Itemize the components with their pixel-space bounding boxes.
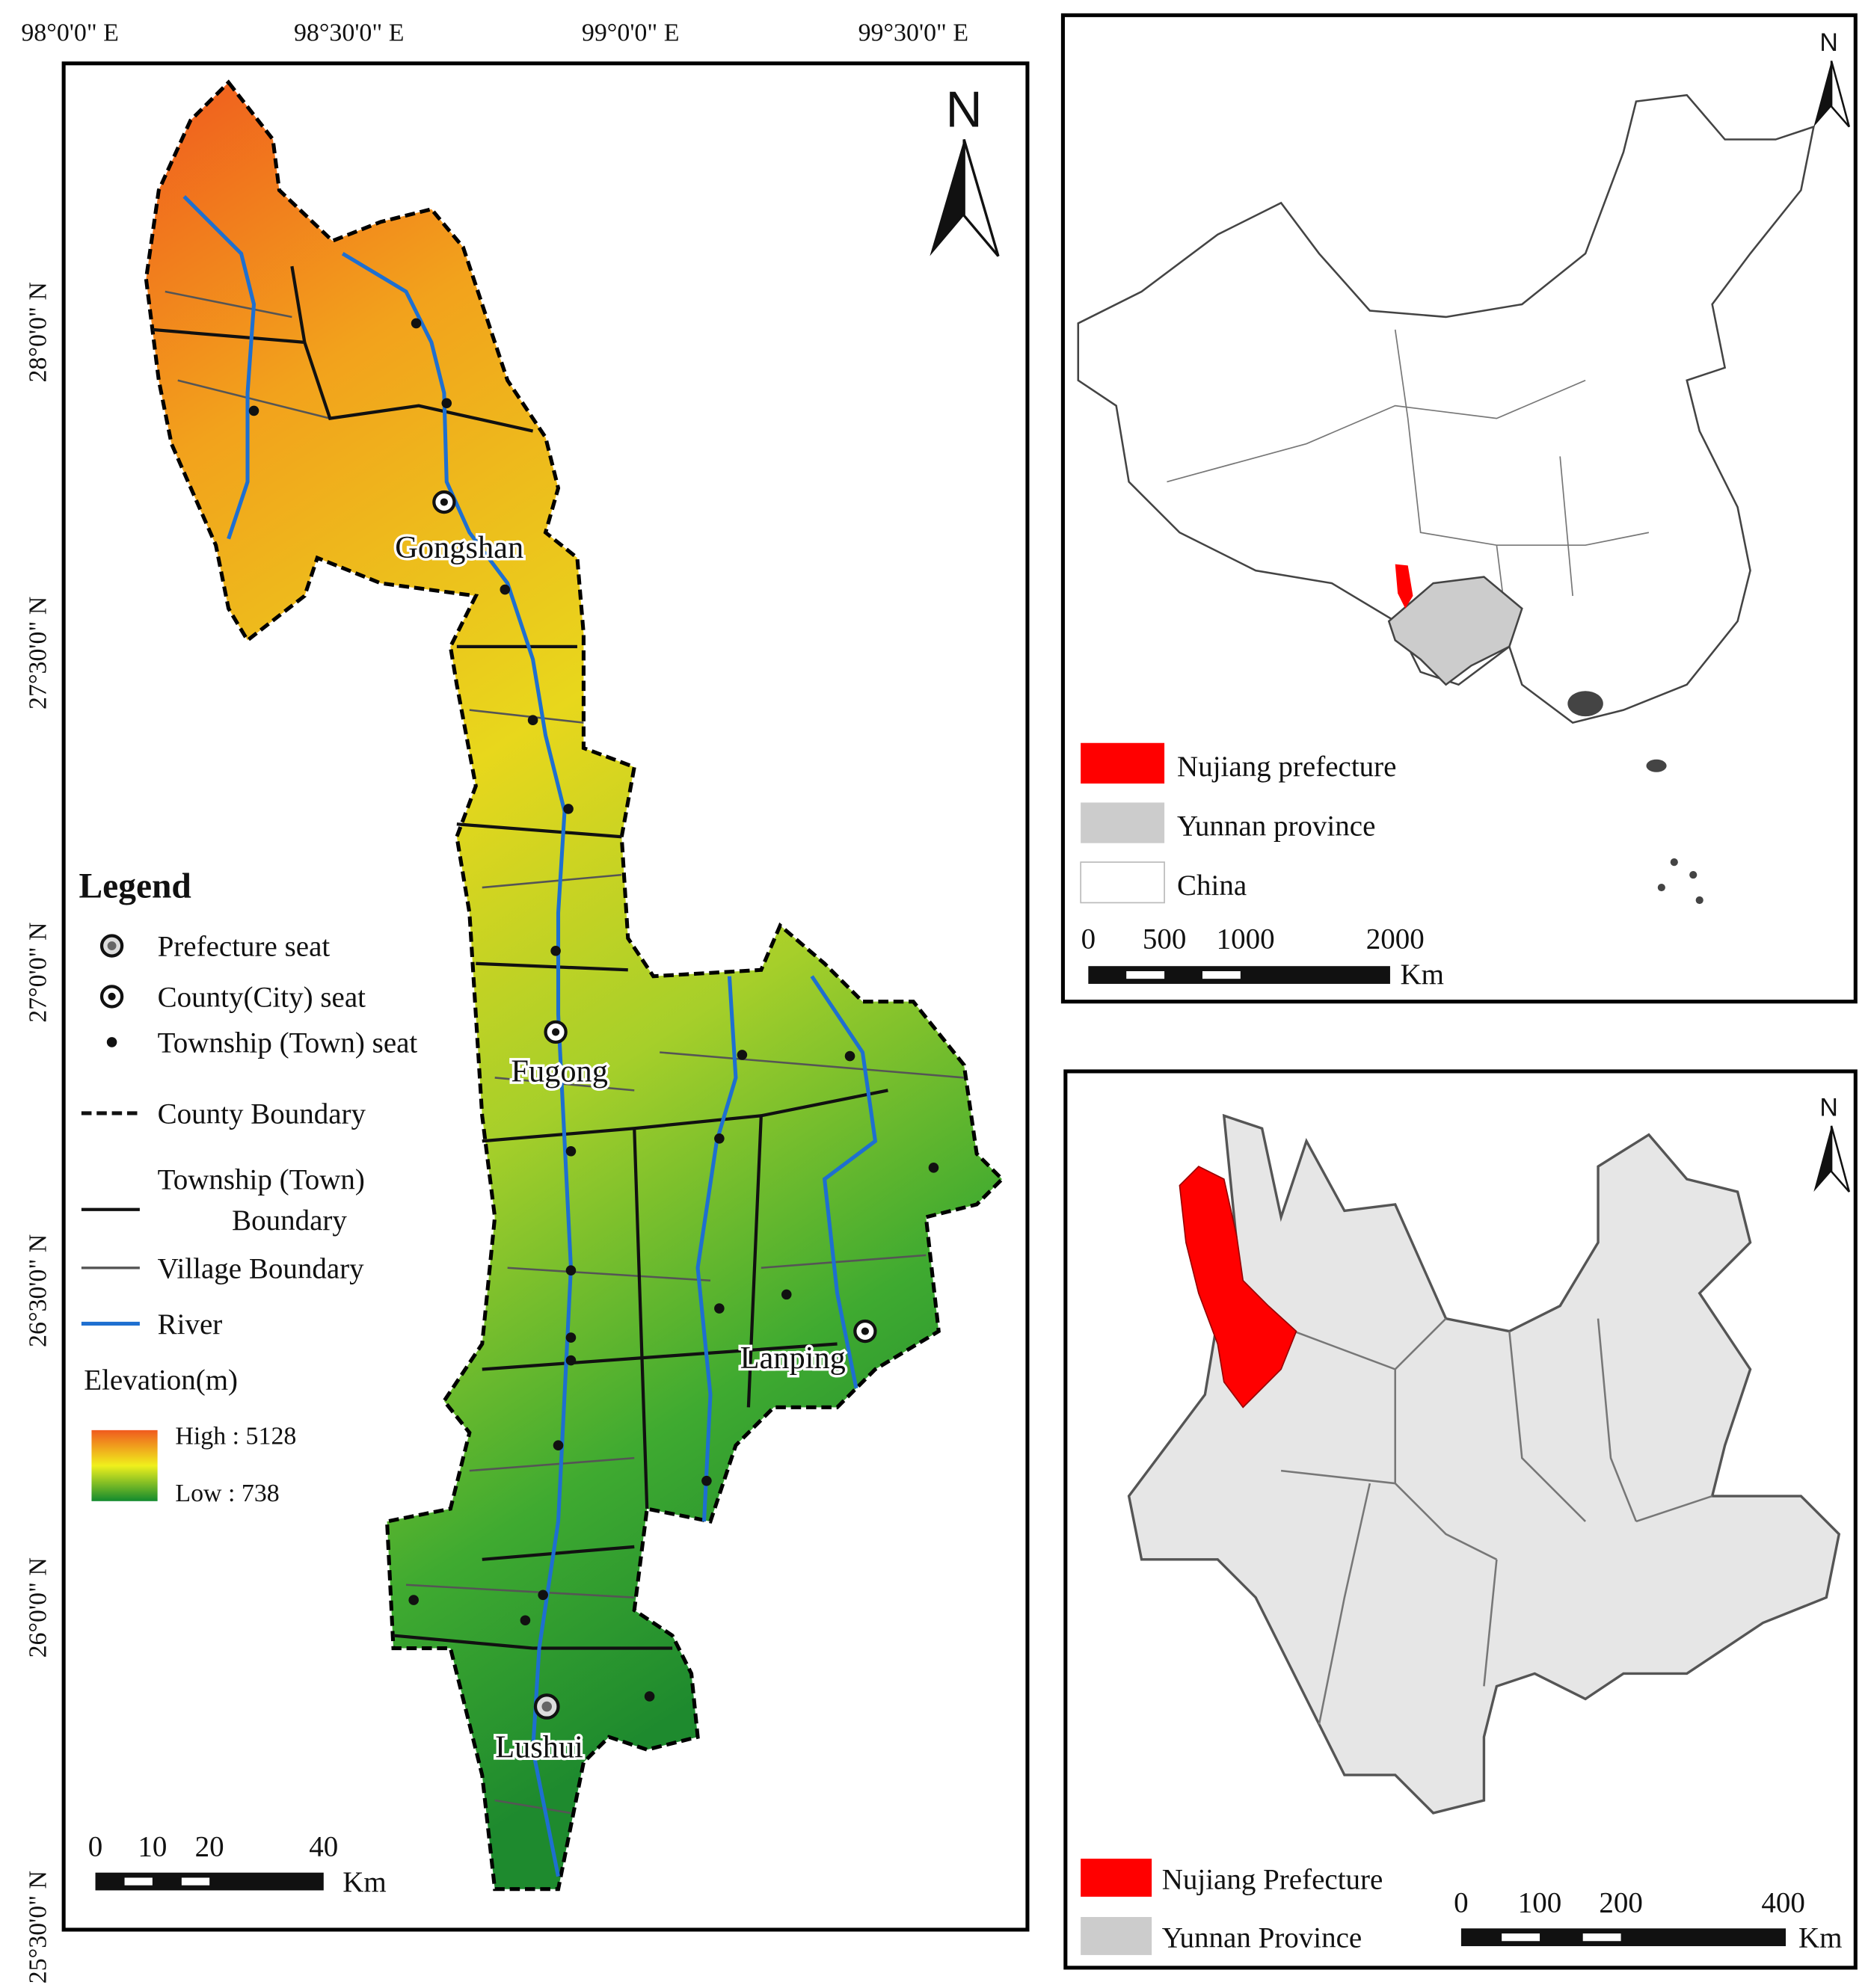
- legend-title: Legend: [79, 867, 191, 906]
- yunnan-outline: [1127, 1113, 1841, 1815]
- scale-label: 200: [1599, 1886, 1643, 1918]
- elevation-low: Low : 738: [175, 1480, 279, 1507]
- latitude-label: 27°0'0" N: [24, 923, 52, 1023]
- scale-unit: Km: [342, 1866, 387, 1898]
- legend-label: County Boundary: [158, 1098, 366, 1130]
- elevation-title: Elevation(m): [84, 1364, 238, 1397]
- latitude-label: 27°30'0" N: [24, 597, 52, 710]
- legend-label: Nujiang prefecture: [1177, 751, 1396, 783]
- islands: [1567, 691, 1703, 905]
- legend-label: Yunnan province: [1177, 810, 1375, 843]
- elevation-high: High : 5128: [175, 1423, 296, 1450]
- scale-label: 10: [138, 1831, 167, 1863]
- legend-label: Township (Town) seat: [158, 1027, 418, 1059]
- latitude-label: 26°0'0" N: [24, 1557, 52, 1658]
- nujiang-shape: [1179, 1166, 1297, 1409]
- township-boundaries: [152, 265, 888, 1650]
- latitude-label: 25°30'0" N: [24, 1871, 52, 1984]
- nujiang-shape: [1395, 564, 1413, 609]
- scale-bar: 0 500 1000 2000 Km: [1081, 923, 1444, 990]
- legend-label: Village Boundary: [158, 1252, 365, 1284]
- legend-label: Nujiang Prefecture: [1162, 1864, 1383, 1896]
- legend-label: Prefecture seat: [158, 931, 331, 963]
- scale-label: 20: [195, 1831, 224, 1863]
- china-provinces: [1167, 329, 1650, 647]
- longitude-label: 99°0'0" E: [582, 19, 680, 46]
- scale-bar: 0 100 200 400 Km: [1454, 1886, 1842, 1954]
- longitude-label: 99°30'0" E: [858, 19, 968, 46]
- scale-label: 400: [1761, 1886, 1805, 1918]
- legend-label: Township (Town): [158, 1164, 365, 1196]
- north-label: N: [1819, 28, 1838, 57]
- north-label: N: [946, 82, 983, 138]
- scale-label: 0: [88, 1831, 103, 1863]
- latitude-label: 28°0'0" N: [24, 282, 52, 382]
- scale-unit: Km: [1401, 958, 1445, 991]
- longitude-label: 98°30'0" E: [294, 19, 404, 46]
- scale-label: 1000: [1217, 923, 1275, 955]
- county-seats: [432, 490, 877, 1344]
- scale-label: 2000: [1366, 923, 1425, 955]
- place-label: Gongshan: [395, 530, 523, 565]
- prefecture-area: [144, 79, 1005, 1892]
- china-outline: [1077, 93, 1816, 724]
- scale-bar: 0 10 20 40 Km: [88, 1831, 387, 1898]
- longitude-labels: 98°0'0" E 98°30'0" E 99°0'0" E 99°30'0" …: [21, 19, 968, 46]
- legend-label: China: [1177, 870, 1247, 902]
- latitude-labels: 28°0'0" N 27°30'0" N 27°0'0" N 26°30'0" …: [24, 282, 52, 1984]
- place-label: Lushui: [495, 1729, 583, 1764]
- scale-label: 0: [1081, 923, 1096, 955]
- scale-label: 0: [1454, 1886, 1469, 1918]
- legend: Legend Prefecture seat County(City) seat…: [79, 867, 417, 1507]
- prefecture-seat: [533, 1693, 560, 1720]
- yunnan-legend: Nujiang Prefecture Yunnan Province: [1081, 1859, 1383, 1955]
- place-label: Lanping: [740, 1341, 846, 1376]
- latitude-label: 26°30'0" N: [24, 1234, 52, 1347]
- scale-unit: Km: [1798, 1922, 1843, 1954]
- scale-label: 100: [1518, 1886, 1562, 1918]
- legend-label: River: [158, 1308, 223, 1341]
- village-boundaries: [165, 290, 965, 1815]
- yunnan-shape: [1387, 576, 1523, 686]
- legend-label: County(City) seat: [158, 981, 366, 1013]
- longitude-label: 98°0'0" E: [21, 19, 119, 46]
- place-label: Fugong: [511, 1054, 608, 1089]
- china-legend: Nujiang prefecture Yunnan province China: [1080, 742, 1396, 904]
- legend-label: Yunnan Province: [1162, 1922, 1362, 1954]
- township-seats: [248, 318, 939, 1702]
- scale-label: 500: [1143, 923, 1187, 955]
- scale-label: 40: [309, 1831, 338, 1863]
- north-label: N: [1819, 1093, 1838, 1121]
- legend-label: Boundary: [232, 1204, 347, 1237]
- yunnan-prefectures: [1280, 1317, 1713, 1725]
